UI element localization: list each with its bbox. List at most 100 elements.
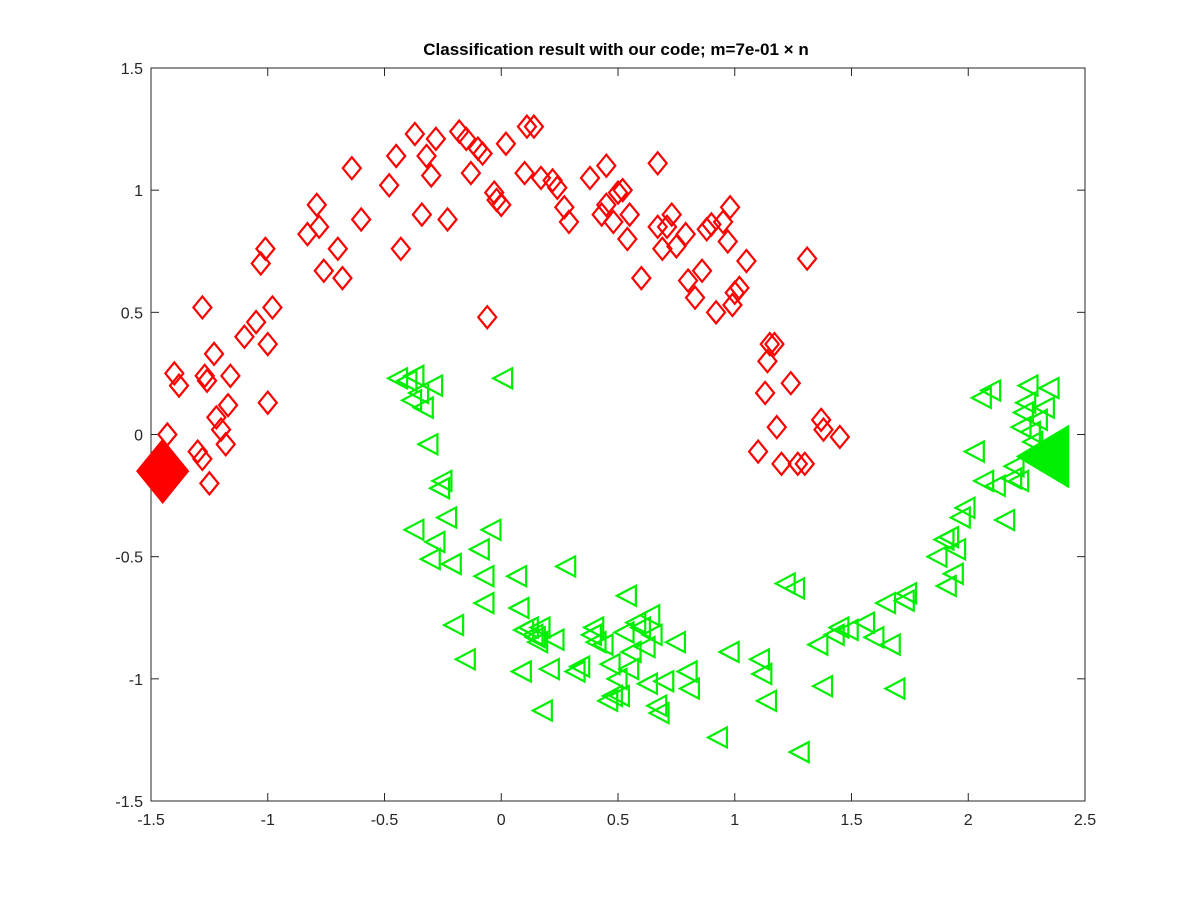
data-point-triangle [439, 552, 462, 576]
data-point-triangle [773, 571, 796, 596]
data-point-diamond [591, 201, 613, 228]
data-point-triangle [591, 632, 614, 657]
data-point-diamond [764, 331, 785, 357]
data-point-diamond [810, 407, 832, 433]
data-point-triangle [504, 564, 528, 589]
data-point-triangle [948, 505, 971, 530]
data-point-triangle [479, 517, 502, 542]
data-point-diamond [411, 201, 433, 228]
data-point-diamond [607, 179, 629, 206]
data-point-diamond [684, 284, 706, 311]
data-point-triangle [509, 659, 532, 684]
data-point-triangle [612, 620, 635, 645]
data-point-diamond [495, 131, 517, 157]
data-point-diamond [191, 446, 213, 472]
data-point-diamond [736, 248, 757, 274]
data-point-diamond [771, 451, 792, 477]
y-tick-label: 0 [134, 428, 143, 445]
data-point-triangle [836, 618, 859, 642]
data-point-triangle [416, 432, 439, 457]
data-point-triangle [542, 627, 565, 652]
data-point-diamond [794, 451, 816, 477]
data-point-diamond [595, 192, 617, 218]
data-point-diamond [350, 206, 372, 233]
data-point-triangle [623, 610, 647, 635]
data-point-triangle [862, 625, 885, 650]
data-point-diamond [647, 214, 669, 240]
x-tick-label: -1 [261, 812, 275, 829]
data-point-triangle [1002, 454, 1025, 479]
data-point-triangle [827, 615, 850, 640]
data-point-diamond [721, 292, 743, 318]
data-point-diamond [757, 348, 778, 374]
data-point-triangle [523, 625, 546, 650]
data-point-triangle [787, 740, 810, 764]
data-point-triangle [936, 525, 960, 549]
data-point-triangle [969, 386, 992, 410]
data-point-diamond [747, 438, 769, 465]
data-point-diamond [425, 126, 447, 152]
data-point-diamond [203, 341, 225, 367]
data-point-triangle [925, 544, 948, 569]
data-point-triangle [943, 537, 967, 562]
data-point-triangle [978, 378, 1002, 403]
data-point-triangle [420, 373, 444, 398]
data-point-diamond [327, 236, 349, 262]
data-point-diamond [306, 192, 328, 218]
x-tick-label: 0.5 [607, 812, 629, 829]
data-point-triangle [747, 647, 771, 672]
data-point-triangle [598, 652, 621, 676]
data-point-triangle [616, 657, 640, 681]
data-point-diamond [675, 221, 697, 247]
data-point-triangle [782, 576, 806, 601]
data-point-diamond [205, 404, 227, 431]
data-point-diamond [313, 258, 335, 284]
data-point-triangle [507, 596, 530, 620]
data-point-diamond [719, 194, 741, 221]
data-point-triangle [619, 640, 642, 664]
x-tick-label: 2.5 [1074, 812, 1096, 829]
data-point-triangle [453, 647, 476, 672]
data-point-diamond [254, 236, 276, 262]
x-tick-label: 1.5 [840, 812, 862, 829]
data-point-triangle [1006, 469, 1030, 493]
x-tick-label: 2 [964, 812, 973, 829]
data-point-triangle [614, 583, 637, 608]
data-point-diamond [661, 201, 683, 228]
data-points [136, 113, 1070, 764]
highlighted-triangle-point [1015, 424, 1070, 489]
data-point-diamond [787, 451, 809, 477]
data-point-diamond [420, 162, 442, 189]
data-point-triangle [675, 659, 698, 684]
data-point-diamond [476, 304, 498, 330]
data-point-triangle [567, 654, 591, 679]
x-tick-label: -1.5 [137, 812, 165, 829]
data-point-diamond [700, 211, 722, 238]
y-tick-label: 1 [134, 183, 143, 200]
data-point-triangle [805, 632, 829, 657]
y-tick-label: 0.5 [121, 305, 143, 322]
data-point-triangle [430, 469, 453, 493]
data-point-triangle [472, 564, 495, 589]
data-point-diamond [754, 380, 776, 406]
data-point-triangle [581, 615, 605, 640]
data-point-triangle [635, 671, 659, 696]
data-point-diamond [619, 201, 641, 228]
data-point-diamond [647, 150, 669, 177]
data-point-triangle [894, 581, 918, 606]
data-point-diamond [404, 121, 426, 147]
data-point-diamond [514, 160, 536, 186]
data-point-diamond [612, 177, 634, 203]
data-point-diamond [696, 216, 718, 242]
data-point-triangle [1013, 390, 1037, 415]
data-point-diamond [390, 236, 412, 262]
data-point-triangle [892, 588, 915, 613]
data-point-diamond [472, 140, 493, 167]
data-point-diamond [523, 113, 545, 140]
data-point-diamond [163, 360, 185, 387]
data-point-diamond [448, 118, 470, 145]
data-point-triangle [644, 693, 668, 718]
data-point-triangle [640, 623, 663, 647]
data-point-triangle [528, 615, 551, 640]
data-point-diamond [460, 160, 482, 186]
